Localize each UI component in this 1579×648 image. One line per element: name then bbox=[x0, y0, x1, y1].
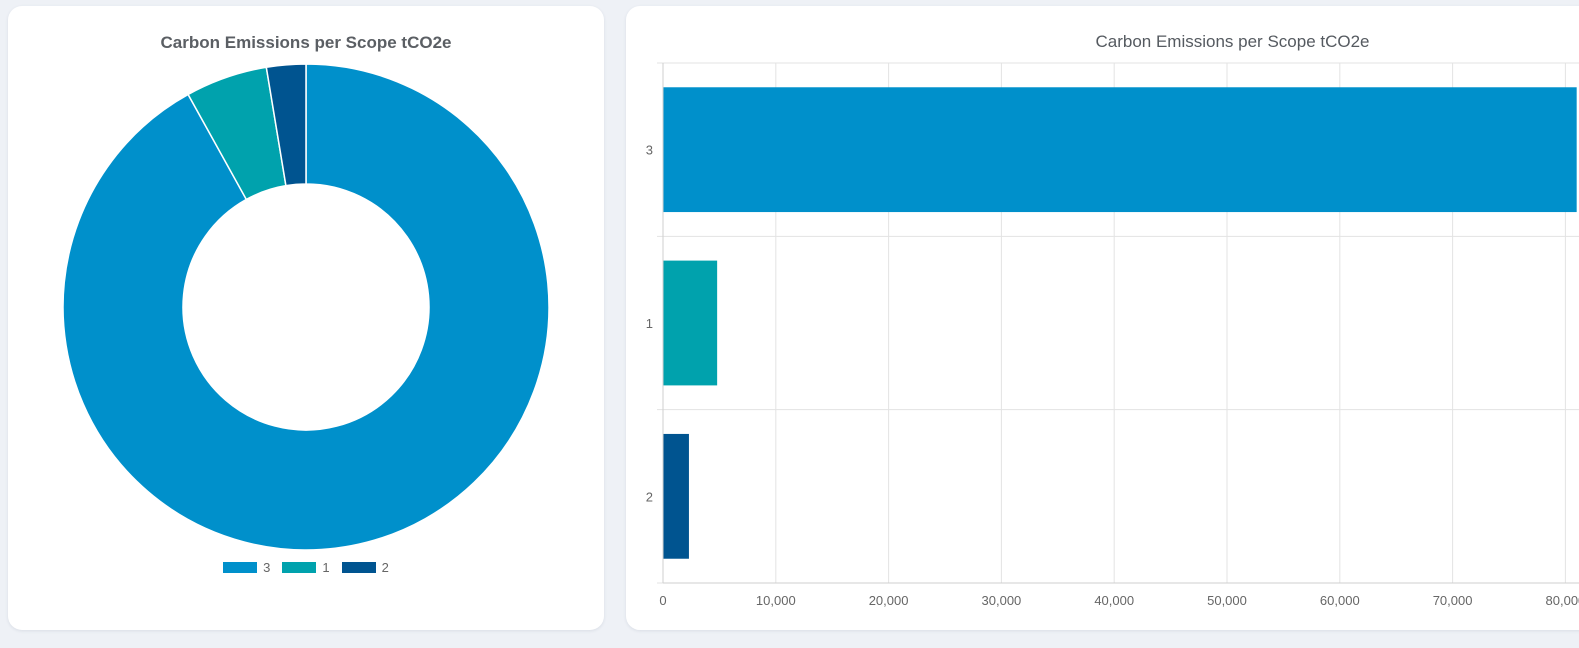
legend-item-1[interactable]: 1 bbox=[282, 560, 330, 575]
donut-chart bbox=[62, 63, 550, 551]
legend-label: 3 bbox=[263, 560, 271, 575]
legend-item-3[interactable]: 3 bbox=[223, 560, 270, 575]
donut-slice-3[interactable] bbox=[62, 63, 550, 551]
donut-slice-2[interactable] bbox=[265, 63, 307, 187]
bar-scope-1[interactable] bbox=[663, 260, 718, 386]
legend-label: 2 bbox=[381, 560, 389, 575]
x-tick-label: 80,000 bbox=[1546, 593, 1579, 608]
x-tick-label: 70,000 bbox=[1433, 593, 1473, 608]
bar-chart-card: Carbon Emissions per Scope tCO2e 0 10,000… bbox=[626, 6, 1579, 630]
legend-label: 1 bbox=[322, 560, 330, 575]
x-tick-label: 60,000 bbox=[1320, 593, 1360, 608]
y-tick-label: 2 bbox=[646, 489, 653, 504]
donut-chart-card: Carbon Emissions per Scope tCO2e 3 1 2 bbox=[8, 6, 604, 630]
bar-scope-3[interactable] bbox=[663, 87, 1577, 213]
x-tick-label: 50,000 bbox=[1207, 593, 1247, 608]
legend-swatch bbox=[223, 562, 258, 573]
bar-chart: 0 10,000 20,000 30,000 40,000 50,000 60,000 70,… bbox=[646, 62, 1579, 608]
x-tick-label: 20,000 bbox=[869, 593, 909, 608]
x-tick-label: 30,000 bbox=[982, 593, 1022, 608]
x-tick-label: 10,000 bbox=[756, 593, 796, 608]
y-tick-label: 3 bbox=[646, 143, 653, 158]
legend-swatch bbox=[341, 562, 376, 573]
bar-scope-2[interactable] bbox=[663, 433, 689, 559]
x-tick-label: 0 bbox=[659, 593, 666, 608]
y-tick-label: 1 bbox=[646, 316, 653, 331]
donut-chart-title: Carbon Emissions per Scope tCO2e bbox=[160, 33, 452, 52]
legend-swatch bbox=[282, 562, 317, 573]
bar-chart-title: Carbon Emissions per Scope tCO2e bbox=[1095, 32, 1370, 51]
x-tick-label: 40,000 bbox=[1094, 593, 1134, 608]
legend-item-2[interactable]: 2 bbox=[341, 560, 389, 575]
donut-legend: 3 1 2 bbox=[8, 560, 604, 575]
